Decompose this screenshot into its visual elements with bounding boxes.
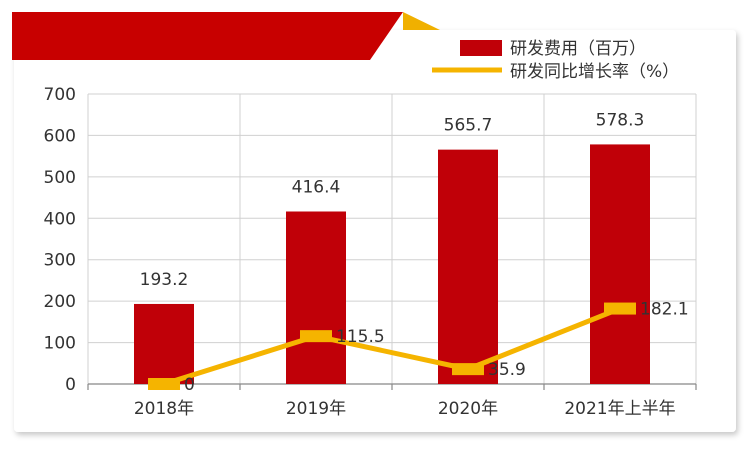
bars-group [134,144,650,384]
bar [286,211,346,384]
bar [590,144,650,384]
y-tick-label: 600 [44,126,76,146]
banner-red [12,12,403,60]
legend-line-label: 研发同比增长率（%） [510,62,679,82]
x-category-label: 2021年上半年 [564,399,675,419]
line-marker [604,302,636,315]
bar [134,303,194,384]
line-group [148,302,636,390]
legend-bar-label: 研发费用（百万） [510,39,646,59]
banner-gold-corner [403,12,440,30]
y-tick-label: 700 [44,85,76,105]
y-tick-label: 0 [65,375,76,395]
labels-group: 0 100 200 300 400 500 600 700 193.2 416.4 565.7 578… [44,85,689,419]
y-tick-label: 100 [44,334,76,354]
legend: 研发费用（百万） 研发同比增长率（%） [432,39,679,82]
x-category-label: 2019年 [286,399,346,419]
bar [438,149,498,384]
line-marker [148,378,180,390]
line-value-label: 182.1 [640,300,689,320]
bar-value-label: 416.4 [292,177,341,197]
growth-line [163,306,621,387]
y-tick-label: 400 [44,209,76,229]
y-tick-label: 300 [44,251,76,271]
line-value-label: 35.9 [488,360,526,380]
line-marker [452,363,484,376]
card-background [14,30,736,432]
y-tick-label: 200 [44,292,76,312]
legend-bar-swatch [460,40,502,56]
x-category-label: 2020年 [438,399,498,419]
line-value-label: 0 [184,375,195,395]
bar-value-label: 193.2 [140,270,189,290]
bar-value-label: 565.7 [444,116,493,136]
x-category-label: 2018年 [134,399,194,419]
line-marker [300,330,332,343]
bar-value-label: 578.3 [596,110,645,130]
line-value-label: 115.5 [336,327,385,347]
y-tick-label: 500 [44,168,76,188]
